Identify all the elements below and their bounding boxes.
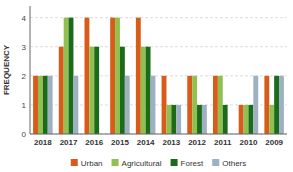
bar [136,18,141,134]
x-tick-label: 2018 [34,138,52,147]
chart-svg: 0 1 2 3 4 2018 2017 2016 2015 2014 2013 2012 2011 201… [0,0,293,172]
bar [248,105,253,134]
bar [64,18,69,134]
x-tick-label: 2015 [111,138,129,147]
grid [30,18,287,134]
bars [33,18,284,134]
chart-container: 0 1 2 3 4 2018 2017 2016 2015 2014 2013 2012 2011 201… [0,0,293,172]
y-tick-label: 3 [22,43,27,52]
x-tick-label: 2010 [240,138,258,147]
x-tick-label: 2012 [188,138,206,147]
bar [162,76,167,134]
bar [192,76,197,134]
bar [43,76,48,134]
bar [171,105,176,134]
bar [279,76,284,134]
bar [213,76,218,134]
x-axis-line [30,134,287,135]
bar [274,76,279,134]
bar [94,47,99,134]
bar [166,105,171,134]
x-tick-label: 2011 [214,138,232,147]
bar [141,47,146,134]
bar [110,18,115,134]
grid-line [30,134,287,135]
bar [69,18,74,134]
legend-label: Others [222,159,246,168]
y-axis-line [30,6,31,134]
bar [73,76,78,134]
bar [38,76,43,134]
bar [269,105,274,134]
bar [59,47,64,134]
bar [33,76,38,134]
x-tick-label: 2009 [265,138,283,147]
bar [253,76,258,134]
y-tick-label: 4 [22,14,27,23]
bar [202,105,207,134]
bar [187,76,192,134]
bar [223,105,228,134]
y-tick-label: 0 [22,130,27,139]
legend-label: Forest [181,159,204,168]
legend-swatch [171,159,178,166]
x-tick-label: 2017 [60,138,78,147]
legend-label: Agricultural [122,159,162,168]
legend: Urban Agricultural Forest Others [71,159,247,168]
y-axis-label: FREQUENCY [2,44,11,95]
bar [120,47,125,134]
bar [244,105,249,134]
bar [239,105,244,134]
bar [84,18,89,134]
x-tick-label: 2016 [85,138,103,147]
bar [125,76,130,134]
legend-swatch [112,159,119,166]
bar [146,47,151,134]
bar [176,105,181,134]
x-tick-label: 2014 [137,138,155,147]
bar [197,105,202,134]
legend-label: Urban [81,159,103,168]
x-tick-label: 2013 [162,138,180,147]
bar [89,47,94,134]
y-tick-label: 1 [22,101,27,110]
legend-swatch [212,159,219,166]
bar [151,76,156,134]
bar [48,76,53,134]
bar [264,76,269,134]
bar [115,18,120,134]
bar [218,76,223,134]
y-tick-label: 2 [22,72,27,81]
legend-swatch [71,159,78,166]
